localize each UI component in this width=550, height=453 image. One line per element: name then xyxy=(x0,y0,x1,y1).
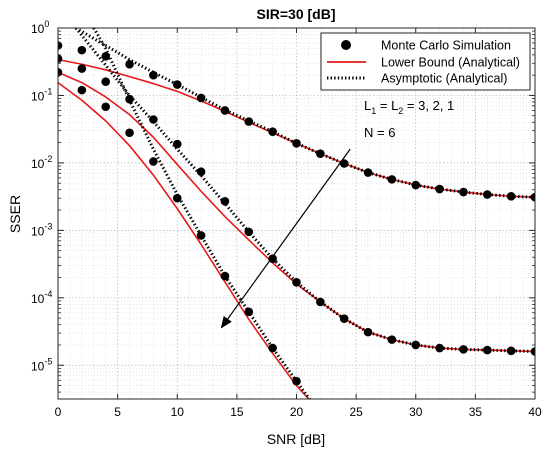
simulation-point-3 xyxy=(244,307,254,317)
simulation-point-2 xyxy=(244,227,254,237)
simulation-point-2 xyxy=(435,343,444,353)
simulation-point-2 xyxy=(483,345,492,355)
y-tick-label: 10-5 xyxy=(31,356,52,373)
y-tick-label: 100 xyxy=(31,19,49,36)
x-tick-label: 5 xyxy=(114,405,121,419)
simulation-point-2 xyxy=(58,54,63,64)
simulation-point-2 xyxy=(220,196,230,206)
x-tick-label: 35 xyxy=(469,405,483,419)
simulation-point-1 xyxy=(363,168,373,177)
annotation-line2: N = 6 xyxy=(364,125,395,140)
simulation-point-2 xyxy=(339,314,349,324)
simulation-point-1 xyxy=(149,70,158,80)
legend-label-asymptotic: Asymptotic (Analytical) xyxy=(381,72,507,86)
simulation-point-1 xyxy=(316,149,325,158)
axis-ticks xyxy=(57,27,536,399)
y-tick-labels: 10-5 10-4 10-3 10-2 10-1 100 xyxy=(31,19,52,373)
simulation-point-2 xyxy=(196,167,206,177)
simulation-point-1 xyxy=(172,80,182,89)
simulation-point-1 xyxy=(77,45,87,55)
simulation-point-3 xyxy=(58,68,63,77)
simulation-point-1 xyxy=(387,175,397,184)
simulation-point-2 xyxy=(125,94,134,104)
simulation-point-3 xyxy=(220,271,230,281)
simulation-point-1 xyxy=(483,190,492,199)
simulation-point-1 xyxy=(244,117,254,126)
simulation-point-1 xyxy=(459,187,468,197)
simulation-point-3 xyxy=(125,128,134,138)
legend-marker-monte-carlo xyxy=(341,40,351,50)
simulation-point-1 xyxy=(268,127,277,137)
simulation-point-3 xyxy=(196,231,206,240)
legend-label-monte-carlo: Monte Carlo Simulation xyxy=(381,39,511,53)
simulation-point-1 xyxy=(101,52,110,61)
y-axis-label: SSER xyxy=(7,195,23,233)
simulation-point-2 xyxy=(101,77,110,86)
y-tick-label: 10-1 xyxy=(31,86,52,103)
simulation-point-2 xyxy=(530,347,535,356)
x-tick-label: 20 xyxy=(290,405,304,419)
simulation-point-1 xyxy=(196,93,206,103)
simulation-point-3 xyxy=(77,85,87,95)
simulation-point-2 xyxy=(77,64,87,73)
simulation-point-2 xyxy=(363,327,373,337)
annotation-arrow xyxy=(220,148,351,329)
legend-label-lower-bound: Lower Bound (Analytical) xyxy=(381,56,520,70)
major-grid xyxy=(58,28,535,399)
simulation-point-1 xyxy=(220,106,230,115)
simulation-point-1 xyxy=(506,191,516,201)
lower-bound-line-3 xyxy=(58,81,310,399)
simulation-point-2 xyxy=(292,277,301,287)
asymptotic-line-3 xyxy=(92,28,312,399)
simulation-point-3 xyxy=(172,193,182,203)
series-layer xyxy=(58,28,535,399)
simulation-point-1 xyxy=(530,192,535,202)
simulation-point-1 xyxy=(435,184,444,194)
x-tick-label: 25 xyxy=(349,405,363,419)
simulation-point-3 xyxy=(149,157,158,166)
annotation-line1: L1 = L2 = 3, 2, 1 xyxy=(364,98,454,116)
legend: Monte Carlo Simulation Lower Bound (Anal… xyxy=(320,32,531,91)
x-tick-labels: 0 5 10 15 20 25 30 35 40 xyxy=(55,405,542,419)
chart-title: SIR=30 [dB] xyxy=(257,6,336,22)
simulation-point-1 xyxy=(339,159,349,168)
simulation-point-1 xyxy=(411,180,421,190)
simulation-point-2 xyxy=(149,115,158,124)
y-tick-label: 10-2 xyxy=(31,154,52,171)
simulation-point-2 xyxy=(459,345,468,354)
x-tick-label: 30 xyxy=(409,405,423,419)
simulation-point-3 xyxy=(268,343,277,353)
y-tick-label: 10-4 xyxy=(31,289,52,306)
simulation-point-3 xyxy=(101,102,110,112)
simulation-point-2 xyxy=(387,335,397,344)
x-tick-label: 40 xyxy=(528,405,542,419)
simulation-point-1 xyxy=(292,139,301,148)
x-tick-label: 0 xyxy=(55,405,62,419)
simulation-point-1 xyxy=(125,59,134,69)
simulation-point-2 xyxy=(506,346,516,356)
y-tick-label: 10-3 xyxy=(31,221,52,238)
simulation-point-2 xyxy=(268,254,277,264)
x-axis-label: SNR [dB] xyxy=(267,431,325,447)
annotation: L1 = L2 = 3, 2, 1 N = 6 xyxy=(220,98,454,329)
simulation-point-2 xyxy=(172,139,182,149)
x-tick-label: 15 xyxy=(230,405,244,419)
simulation-point-2 xyxy=(316,297,325,307)
simulation-point-2 xyxy=(411,340,421,350)
x-tick-label: 10 xyxy=(171,405,185,419)
simulation-point-3 xyxy=(292,376,301,386)
